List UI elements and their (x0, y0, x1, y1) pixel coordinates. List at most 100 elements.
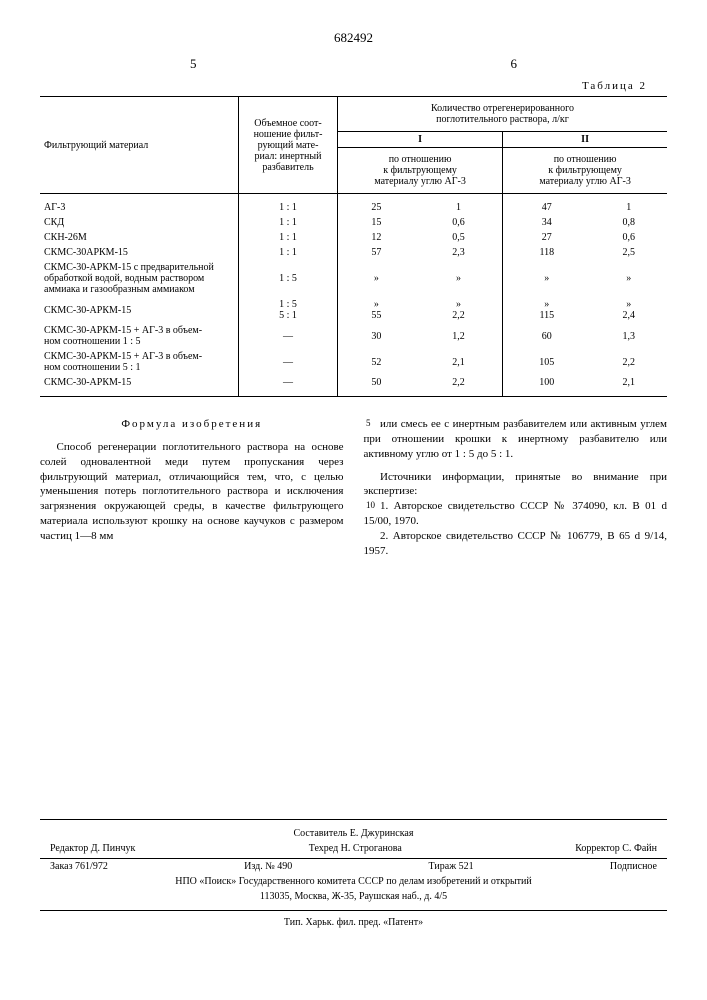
footer-tirazh: Тираж 521 (429, 861, 474, 872)
table-row: СКМС-30АРКМ-151 : 1572,31182,5 (40, 245, 667, 260)
table-row: СКМС-30-АРКМ-151 : 5 5 : 1» 55» 2,2» 115… (40, 297, 667, 323)
val-a: 30 (338, 323, 415, 349)
val-a: 15 (338, 215, 415, 230)
val-c: » 115 (503, 297, 591, 323)
material: СКД (40, 215, 239, 230)
document-number: 682492 (40, 30, 667, 46)
col-sub-II: по отношению к фильтрующему материалу уг… (503, 148, 667, 194)
table-row: АГ-31 : 1251471 (40, 194, 667, 216)
footer-techred: Техред Н. Строганова (309, 843, 402, 854)
footer-addr: 113035, Москва, Ж-35, Раушская наб., д. … (40, 889, 667, 904)
footer-block: Составитель Е. Джуринская Редактор Д. Пи… (40, 819, 667, 911)
material: СКН-26М (40, 230, 239, 245)
val-a: » 55 (338, 297, 415, 323)
val-a: 25 (338, 194, 415, 216)
col-material: Фильтрующий материал (40, 97, 239, 194)
footer-editor: Редактор Д. Пинчук (50, 843, 135, 854)
ratio: 1 : 1 (239, 245, 338, 260)
footer-corrector: Корректор С. Файн (575, 843, 657, 854)
material: СКМС-30-АРКМ-15 (40, 297, 239, 323)
ratio: 1 : 5 (239, 260, 338, 297)
col-ratio: Объемное соот- ношение фильт- рующий мат… (239, 97, 338, 194)
material: СКМС-30АРКМ-15 (40, 245, 239, 260)
material: СКМС-30-АРКМ-15 (40, 375, 239, 397)
footer-print: Тип. Харьк. фил. пред. «Патент» (40, 917, 667, 928)
ratio: — (239, 375, 338, 397)
page-column-numbers: 5 6 (40, 56, 667, 72)
material: СКМС-30-АРКМ-15 с предварительной обрабо… (40, 260, 239, 297)
val-c: 100 (503, 375, 591, 397)
val-a: 57 (338, 245, 415, 260)
val-b: 1 (415, 194, 503, 216)
val-b: 0,5 (415, 230, 503, 245)
val-c: 34 (503, 215, 591, 230)
val-d: 2,1 (590, 375, 667, 397)
ratio: 1 : 1 (239, 230, 338, 245)
val-a: 12 (338, 230, 415, 245)
val-d: 0,8 (590, 215, 667, 230)
table-row: СКМС-30-АРКМ-15 с предварительной обрабо… (40, 260, 667, 297)
val-c: » (503, 260, 591, 297)
source-1-text: 1. Авторское свидетельство СССР № 374090… (364, 500, 668, 527)
val-a: » (338, 260, 415, 297)
claim-right1-text: или смесь ее с инертным разбавителем или… (364, 418, 668, 460)
col-II: II (503, 132, 667, 148)
table-row: СКМС-30-АРКМ-15 + АГ-3 в объем- ном соот… (40, 349, 667, 375)
col-sub-I: по отношению к фильтрующему материалу уг… (338, 148, 503, 194)
table-row: СКН-26М1 : 1120,5270,6 (40, 230, 667, 245)
val-d: 1,3 (590, 323, 667, 349)
left-column: Формула изобретения Способ регенерации п… (40, 417, 344, 559)
right-col-number: 6 (511, 56, 518, 72)
claim-columns: Формула изобретения Способ регенерации п… (40, 417, 667, 559)
val-d: » 2,4 (590, 297, 667, 323)
material: СКМС-30-АРКМ-15 + АГ-3 в объем- ном соот… (40, 349, 239, 375)
val-d: » (590, 260, 667, 297)
right-column: 5или смесь ее с инертным разбавителем ил… (364, 417, 668, 559)
ratio: 1 : 1 (239, 215, 338, 230)
table-label: Таблица 2 (40, 80, 667, 92)
val-a: 50 (338, 375, 415, 397)
line-number-5: 5 (350, 417, 371, 429)
val-c: 27 (503, 230, 591, 245)
source-1: 101. Авторское свидетельство СССР № 3740… (364, 499, 668, 529)
ratio: — (239, 323, 338, 349)
claim-heading: Формула изобретения (40, 417, 344, 432)
val-b: 0,6 (415, 215, 503, 230)
footer-sign: Подписное (610, 861, 657, 872)
table-row: СКМС-30-АРКМ-15—502,21002,1 (40, 375, 667, 397)
val-b: 2,1 (415, 349, 503, 375)
val-d: 1 (590, 194, 667, 216)
ratio: 1 : 5 5 : 1 (239, 297, 338, 323)
footer-org: НПО «Поиск» Государственного комитета СС… (40, 874, 667, 889)
footer-izd: Изд. № 490 (244, 861, 292, 872)
val-d: 0,6 (590, 230, 667, 245)
val-b: » 2,2 (415, 297, 503, 323)
left-col-number: 5 (190, 56, 197, 72)
val-c: 118 (503, 245, 591, 260)
data-table: Фильтрующий материал Объемное соот- ноше… (40, 96, 667, 397)
col-top: Количество отрегенерированного поглотите… (338, 97, 668, 132)
table-row: СКМС-30-АРКМ-15 + АГ-3 в объем- ном соот… (40, 323, 667, 349)
val-b: 2,3 (415, 245, 503, 260)
claim-right-1: 5или смесь ее с инертным разбавителем ил… (364, 417, 668, 462)
source-2: 2. Авторское свидетельство СССР № 106779… (364, 529, 668, 559)
val-b: » (415, 260, 503, 297)
val-c: 60 (503, 323, 591, 349)
table-row: СКД1 : 1150,6340,8 (40, 215, 667, 230)
footer-order: Заказ 761/972 (50, 861, 108, 872)
ratio: 1 : 1 (239, 194, 338, 216)
val-b: 1,2 (415, 323, 503, 349)
val-c: 105 (503, 349, 591, 375)
line-number-10: 10 (350, 499, 376, 511)
val-a: 52 (338, 349, 415, 375)
val-c: 47 (503, 194, 591, 216)
claim-left-text: Способ регенерации поглотительного раств… (40, 440, 344, 544)
ratio: — (239, 349, 338, 375)
sources-heading: Источники информации, принятые во вниман… (364, 470, 668, 500)
val-d: 2,5 (590, 245, 667, 260)
material: АГ-3 (40, 194, 239, 216)
footer-compiler: Составитель Е. Джуринская (40, 826, 667, 841)
val-b: 2,2 (415, 375, 503, 397)
col-I: I (338, 132, 503, 148)
material: СКМС-30-АРКМ-15 + АГ-3 в объем- ном соот… (40, 323, 239, 349)
